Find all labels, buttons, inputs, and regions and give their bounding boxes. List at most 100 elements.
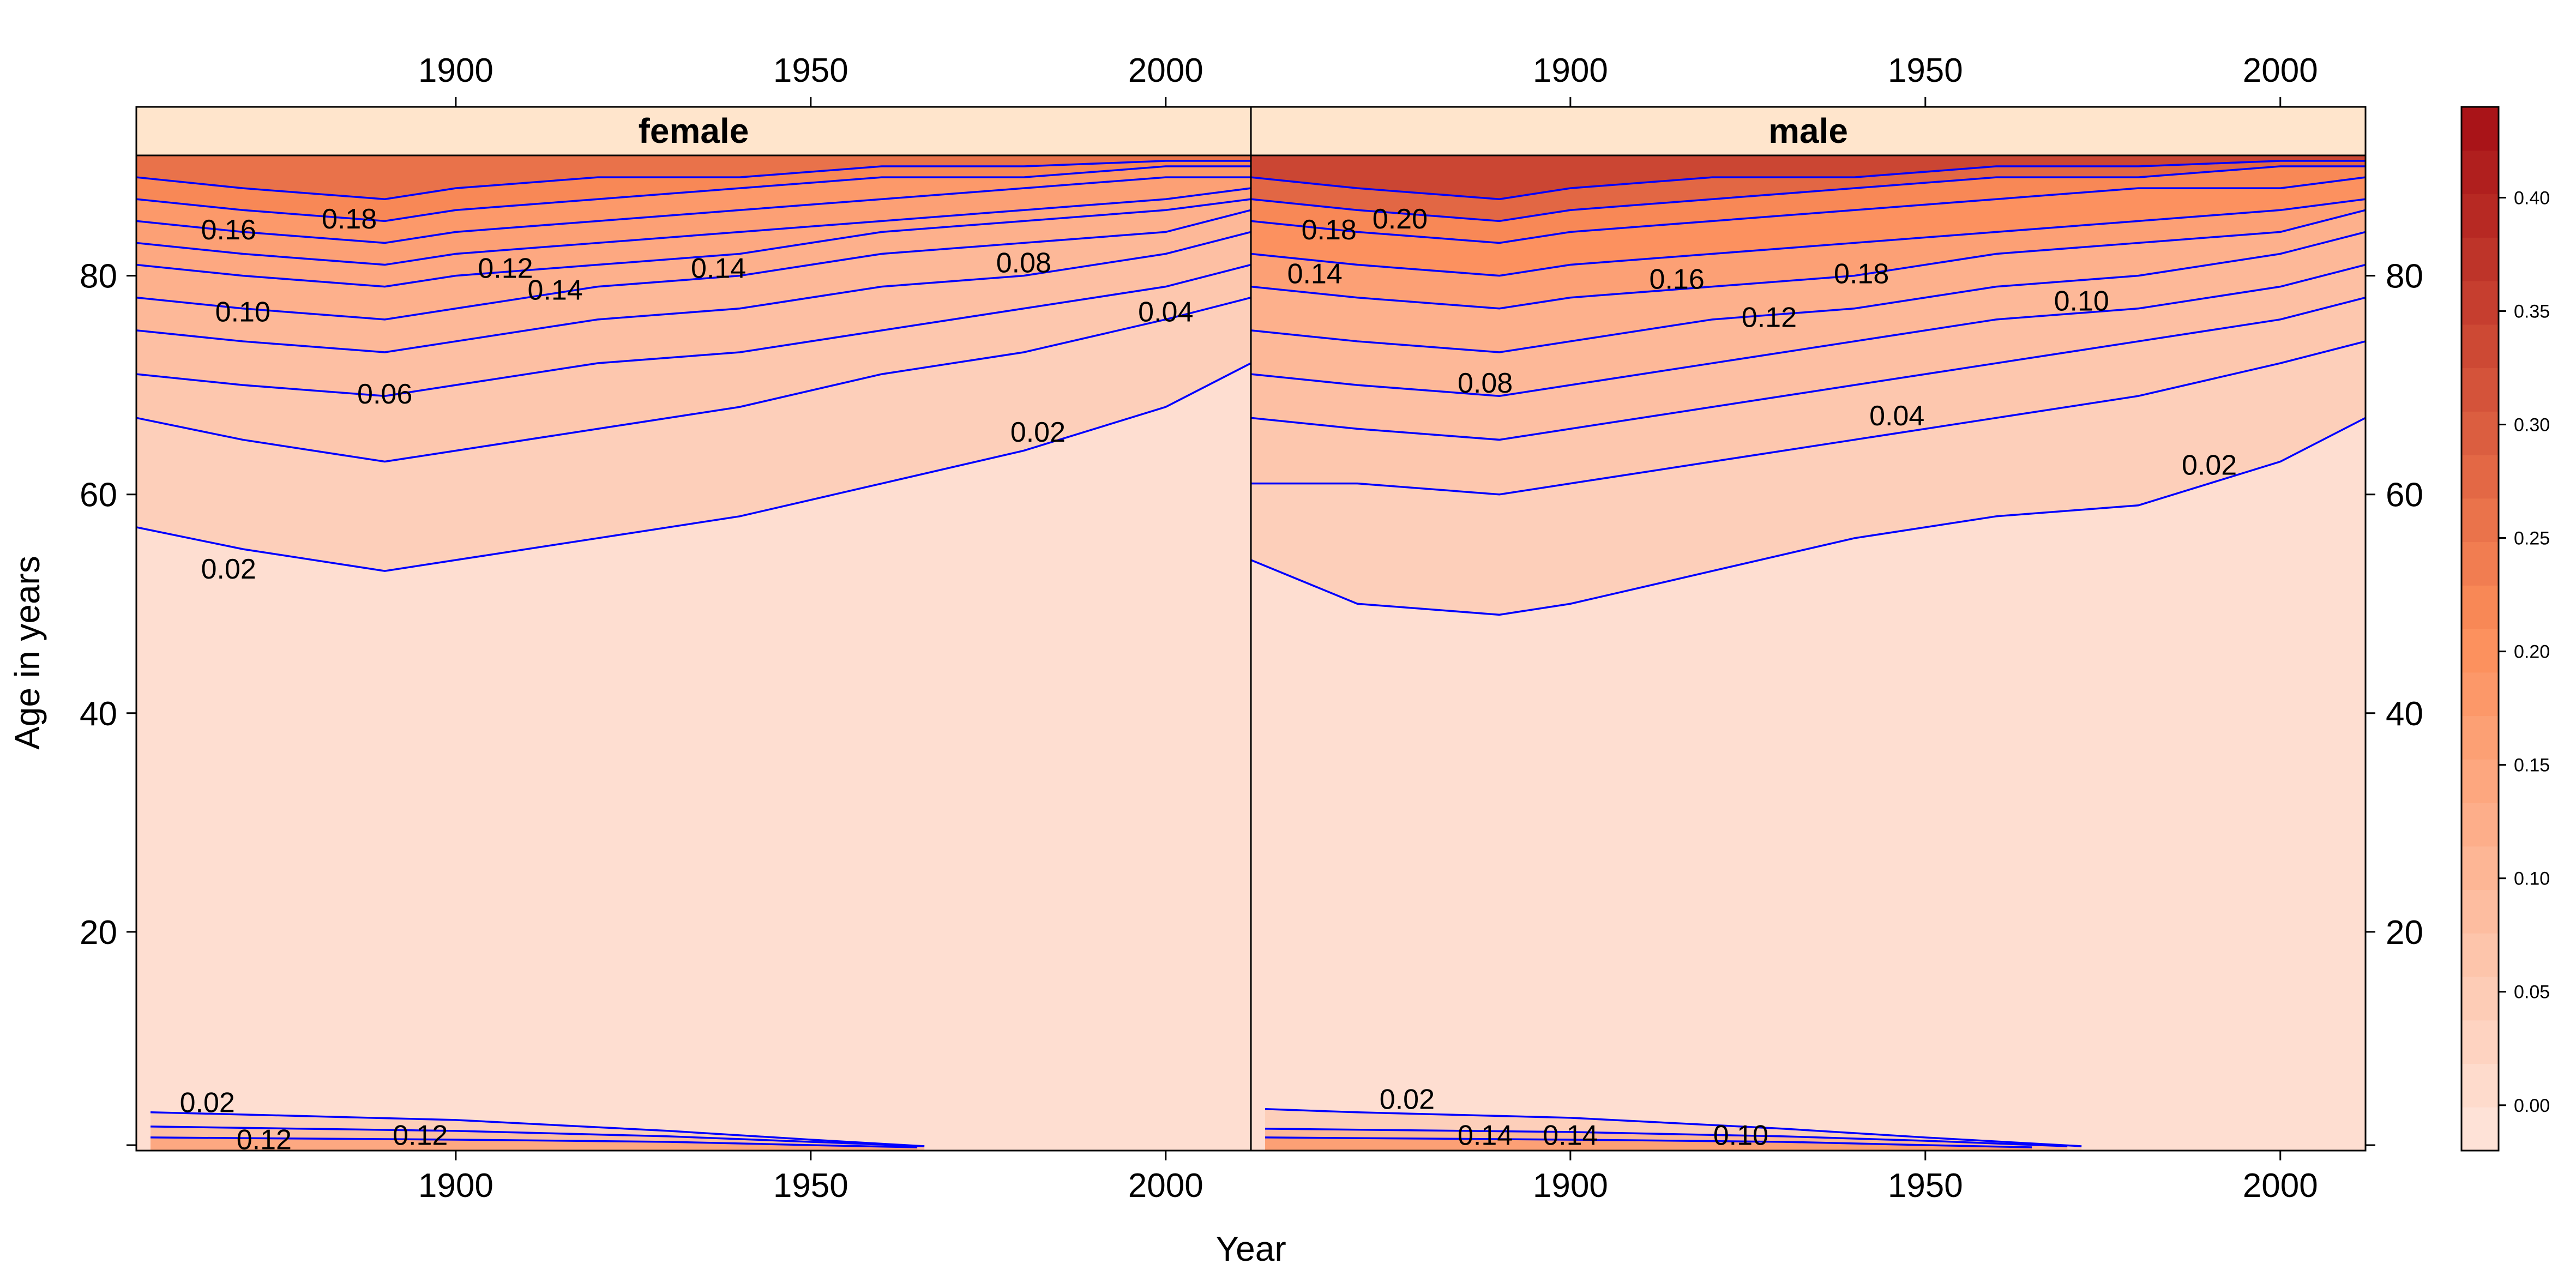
panel-male-contours <box>1251 160 2366 1148</box>
colorbar-swatch <box>2461 237 2499 281</box>
contour-label: 0.18 <box>1834 258 1889 290</box>
colorbar-tick-label: 0.05 <box>2514 982 2550 1003</box>
contour-line <box>1251 263 2366 397</box>
colorbar-swatch <box>2461 368 2499 412</box>
colorbar-tick-label: 0.00 <box>2514 1096 2550 1116</box>
contour-label: 0.02 <box>2182 449 2237 481</box>
contour-label: 0.14 <box>691 252 746 284</box>
contour-line <box>151 1126 925 1147</box>
contour-line <box>1251 209 2366 310</box>
colorbar-swatch <box>2461 629 2499 673</box>
y-tick-label-left: 40 <box>80 695 117 733</box>
contour-label: 0.18 <box>1302 214 1357 246</box>
contour-label: 0.06 <box>357 378 412 410</box>
y-tick-label-left: 80 <box>80 258 117 296</box>
contour-label: 0.04 <box>1138 297 1193 328</box>
contour-label: 0.16 <box>1650 263 1705 295</box>
colorbar-swatch <box>2461 759 2499 803</box>
contour-line <box>1251 176 2366 244</box>
colorbar-swatch <box>2461 1063 2499 1108</box>
contour-line <box>1265 1136 2032 1148</box>
y-tick-label-left: 60 <box>80 477 117 514</box>
colorbar-tick-label: 0.30 <box>2514 415 2550 436</box>
contour-line <box>1265 1128 2068 1147</box>
colorbar-tick-label: 0.35 <box>2514 301 2550 322</box>
contour-label: 0.14 <box>1458 1120 1513 1152</box>
contour-line <box>136 187 1251 266</box>
colorbar-tick-label: 0.15 <box>2514 755 2550 776</box>
y-tick-label-left: 20 <box>80 914 117 952</box>
x-tick-label: 2000 <box>2243 1167 2318 1205</box>
colorbar-swatch <box>2461 455 2499 499</box>
contour-line <box>136 231 1251 353</box>
colorbar-swatch <box>2461 846 2499 890</box>
panel-female-fill <box>136 155 1251 1151</box>
contour-label: 0.14 <box>1287 258 1343 290</box>
colorbar-swatch <box>2461 977 2499 1021</box>
contour-line <box>136 160 1251 200</box>
contour-label: 0.02 <box>201 553 256 585</box>
colorbar-swatch <box>2461 1107 2499 1151</box>
contour-label: 0.08 <box>1458 368 1513 399</box>
contour-line <box>151 1136 918 1148</box>
strip-male <box>1250 106 2367 157</box>
contour-band <box>151 1137 918 1151</box>
x-tick-label: 2000 <box>1128 1167 1203 1205</box>
panel-male-contour-labels: 0.02 0.04 0.08 0.10 0.12 0.14 0.16 0.18 0.18 0.20… <box>1287 203 2237 1152</box>
colorbar-swatch <box>2461 1020 2499 1064</box>
x-tick-label: 1950 <box>1888 1167 1963 1205</box>
colorbar-swatch <box>2461 150 2499 195</box>
contour-line <box>136 198 1251 288</box>
strip-female-label: female <box>639 111 749 151</box>
x-tick-label: 1950 <box>773 1167 848 1205</box>
colorbar-swatch <box>2461 411 2499 455</box>
contour-label: 0.12 <box>478 252 533 284</box>
colorbar-swatch <box>2461 715 2499 760</box>
panel-male-fill <box>1251 155 2366 1151</box>
panel-female-contour-labels: 0.020.020.040.060.080.100.120.140.140.16… <box>180 203 1194 1156</box>
contour-label: 0.10 <box>2054 285 2109 317</box>
colorbar-swatch <box>2461 672 2499 717</box>
colorbar-swatch <box>2461 889 2499 934</box>
contour-label: 0.02 <box>1380 1084 1435 1115</box>
x-tick-label-top: 2000 <box>1128 52 1203 89</box>
x-axis-label: Year <box>1215 1229 1286 1268</box>
x-tick-label-top: 1900 <box>1533 52 1608 89</box>
contour-label: 0.14 <box>528 274 583 306</box>
contour-line <box>1251 297 2366 441</box>
strip-female <box>135 106 1252 157</box>
y-tick-label-right: 40 <box>2386 695 2423 733</box>
colorbar-swatch <box>2461 324 2499 369</box>
contour-line <box>150 1111 925 1147</box>
contour-label: 0.20 <box>1373 203 1428 235</box>
y-tick-label-right: 80 <box>2386 258 2423 296</box>
contour-line <box>1251 198 2366 277</box>
contour-band <box>1265 1137 2032 1151</box>
contour-label: 0.02 <box>180 1087 235 1119</box>
y-axis-label: Age in years <box>8 556 47 750</box>
contour-label: 0.12 <box>393 1120 448 1152</box>
contour-line <box>1251 165 2366 222</box>
contour-line <box>136 176 1251 244</box>
contour-line <box>136 165 1251 222</box>
colorbar-tick-label: 0.20 <box>2514 642 2550 663</box>
contour-line <box>136 362 1251 572</box>
panel-female-contours <box>136 160 1251 1148</box>
x-tick-label: 1900 <box>418 1167 493 1205</box>
contour-line <box>136 209 1251 321</box>
contour-line <box>1251 340 2366 496</box>
contour-label: 0.18 <box>322 203 377 235</box>
colorbar-swatch <box>2461 933 2499 977</box>
y-tick-label-right: 20 <box>2386 914 2423 952</box>
colorbar-swatch <box>2461 803 2499 847</box>
x-tick-label-top: 1900 <box>418 52 493 89</box>
colorbar-swatch <box>2461 585 2499 629</box>
y-tick-label-right: 60 <box>2386 477 2423 514</box>
contour-line <box>136 263 1251 397</box>
contour-label: 0.04 <box>1869 400 1924 432</box>
contour-line <box>1251 417 2366 616</box>
colorbar-swatch <box>2461 498 2499 543</box>
contour-line <box>1251 231 2366 353</box>
colorbar: 0.00 0.05 0.10 0.15 0.20 0.25 0.30 0.35 0.40 <box>2460 106 2550 1152</box>
